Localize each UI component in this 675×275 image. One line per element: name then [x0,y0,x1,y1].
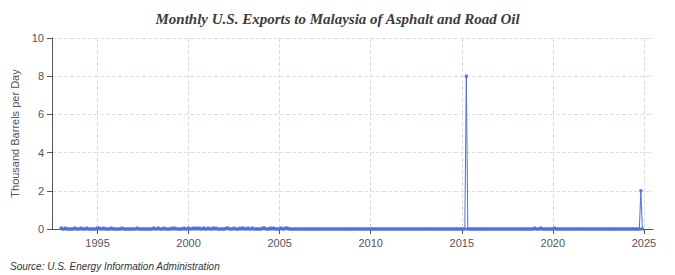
svg-text:4: 4 [38,147,44,159]
svg-text:Thousand Barrels per Day: Thousand Barrels per Day [9,69,21,198]
svg-text:6: 6 [38,108,44,120]
svg-text:2: 2 [38,185,44,197]
svg-text:2020: 2020 [541,237,565,249]
svg-text:Source: U.S. Energy Informatio: Source: U.S. Energy Information Administ… [10,261,220,272]
svg-text:2005: 2005 [267,237,291,249]
svg-text:2000: 2000 [176,237,200,249]
svg-text:10: 10 [32,32,44,44]
svg-text:2025: 2025 [632,237,656,249]
svg-text:1995: 1995 [85,237,109,249]
svg-text:8: 8 [38,70,44,82]
svg-text:Monthly U.S. Exports to Malays: Monthly U.S. Exports to Malaysia of Asph… [154,11,520,27]
svg-text:2015: 2015 [450,237,474,249]
svg-text:2010: 2010 [358,237,382,249]
svg-text:0: 0 [38,223,44,235]
